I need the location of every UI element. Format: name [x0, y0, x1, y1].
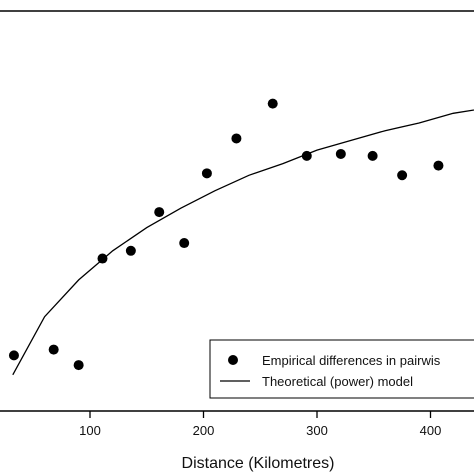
x-tick-label: 200	[193, 423, 215, 438]
data-point	[179, 238, 190, 249]
data-point	[201, 168, 212, 179]
data-point	[301, 150, 312, 161]
data-point	[433, 160, 444, 171]
legend-label-empirical: Empirical differences in pairwis	[262, 353, 441, 368]
data-point	[267, 98, 278, 109]
legend-marker-points	[228, 355, 238, 365]
legend: Empirical differences in pairwis Theoret…	[209, 339, 474, 399]
data-point	[397, 170, 408, 181]
data-point	[73, 360, 84, 371]
x-ticks	[89, 411, 432, 418]
legend-box	[209, 339, 474, 399]
data-point	[48, 344, 59, 355]
x-tick-label: 100	[79, 423, 101, 438]
x-tick-label: 400	[420, 423, 442, 438]
data-point	[335, 148, 346, 159]
legend-label-model: Theoretical (power) model	[262, 374, 413, 389]
data-point	[231, 133, 242, 144]
x-axis-title: Distance (Kilometres)	[182, 455, 335, 472]
data-points	[8, 98, 444, 371]
data-point	[125, 245, 136, 256]
data-point	[154, 207, 165, 218]
data-point	[97, 253, 108, 264]
data-point	[367, 150, 378, 161]
x-tick-labels: 100 200 300 400	[79, 423, 441, 438]
model-curve	[12, 109, 474, 376]
x-tick-label: 300	[306, 423, 328, 438]
data-point	[8, 350, 19, 361]
